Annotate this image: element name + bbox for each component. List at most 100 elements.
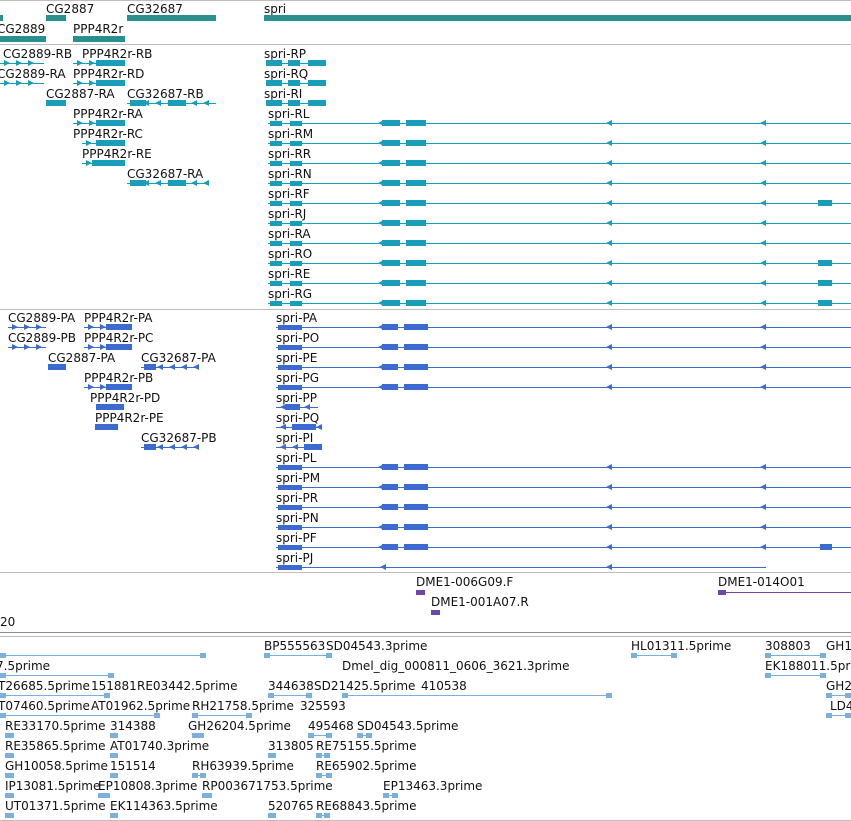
exon-block[interactable] xyxy=(406,140,426,146)
est-label[interactable]: RE03442.5prime xyxy=(137,679,238,693)
est-label[interactable]: SD04543.5prime xyxy=(357,719,459,733)
exon-block[interactable] xyxy=(290,180,302,186)
transcript-label[interactable]: CG2889-RB xyxy=(3,47,73,61)
est-end[interactable] xyxy=(316,812,322,818)
exon-block[interactable] xyxy=(382,344,398,350)
gene-block[interactable] xyxy=(264,15,851,21)
est-end[interactable] xyxy=(0,672,6,678)
transcript-label[interactable]: CG2889-RA xyxy=(0,67,66,81)
est-end[interactable] xyxy=(98,792,104,798)
est-label[interactable]: GH2 xyxy=(826,679,851,693)
exon-block[interactable] xyxy=(278,524,290,530)
est-label[interactable]: 410538 xyxy=(421,679,467,693)
est-label[interactable]: SD04543.3prime xyxy=(326,639,428,653)
exon-block[interactable] xyxy=(382,300,400,306)
gene-block[interactable] xyxy=(73,36,125,42)
transcript-label[interactable]: spri-RM xyxy=(268,127,314,141)
transcript-label[interactable]: PPP4R2r-RA xyxy=(73,107,143,121)
transcript-label[interactable]: PPP4R2r-PB xyxy=(84,371,154,385)
exon-block[interactable] xyxy=(406,180,426,186)
transcript-label[interactable]: CG32687-RA xyxy=(127,167,204,181)
exon-block[interactable] xyxy=(382,524,398,530)
exon-block[interactable] xyxy=(278,484,290,490)
exon-block[interactable] xyxy=(818,300,832,306)
est-end[interactable] xyxy=(112,752,118,758)
exon-block[interactable] xyxy=(266,80,282,86)
est-label[interactable]: 7.5prime xyxy=(0,659,51,673)
exon-block[interactable] xyxy=(270,160,282,166)
exon-block[interactable] xyxy=(96,404,124,410)
exon-block[interactable] xyxy=(278,344,290,350)
transcript-label[interactable]: spri-RQ xyxy=(264,67,309,81)
est-end[interactable] xyxy=(200,772,206,778)
est-end[interactable] xyxy=(826,692,832,698)
exon-block[interactable] xyxy=(382,180,400,186)
exon-block[interactable] xyxy=(278,464,290,470)
transcript-label[interactable]: spri-PP xyxy=(276,391,317,405)
exon-block[interactable] xyxy=(406,160,426,166)
est-label[interactable]: 495468 xyxy=(308,719,354,733)
exon-block[interactable] xyxy=(130,180,146,186)
exon-block[interactable] xyxy=(382,544,398,550)
est-end[interactable] xyxy=(192,732,198,738)
est-end[interactable] xyxy=(392,792,398,798)
exon-block[interactable] xyxy=(96,60,125,66)
est-label[interactable]: SD21425.5prime xyxy=(314,679,416,693)
exon-block[interactable] xyxy=(382,464,398,470)
exon-block[interactable] xyxy=(288,100,300,106)
exon-block[interactable] xyxy=(46,100,66,106)
exon-block[interactable] xyxy=(818,260,832,266)
est-end[interactable] xyxy=(671,652,677,658)
exon-block[interactable] xyxy=(130,100,146,106)
exon-block[interactable] xyxy=(288,60,300,66)
exon-block[interactable] xyxy=(290,364,302,370)
est-end[interactable] xyxy=(206,792,212,798)
exon-block[interactable] xyxy=(168,180,186,186)
exon-block[interactable] xyxy=(270,200,282,206)
est-end[interactable] xyxy=(0,692,6,698)
est-label[interactable]: 325593 xyxy=(300,699,346,713)
est-end[interactable] xyxy=(8,812,14,818)
est-end[interactable] xyxy=(246,712,252,718)
est-label[interactable]: AT01740.3prime xyxy=(110,739,210,753)
est-label[interactable]: 344638 xyxy=(268,679,314,693)
exon-block[interactable] xyxy=(290,240,302,246)
exon-block[interactable] xyxy=(106,384,132,390)
est-label[interactable]: IP13081.5prime xyxy=(5,779,101,793)
est-end[interactable] xyxy=(342,692,348,698)
exon-block[interactable] xyxy=(406,200,426,206)
exon-block[interactable] xyxy=(92,160,125,166)
est-end[interactable] xyxy=(192,712,198,718)
clone-block[interactable] xyxy=(431,609,440,615)
gene-label[interactable]: spri xyxy=(264,2,287,16)
exon-block[interactable] xyxy=(404,384,428,390)
est-end[interactable] xyxy=(112,812,118,818)
est-label[interactable]: GH1 xyxy=(826,639,851,653)
exon-block[interactable] xyxy=(406,240,426,246)
est-label[interactable]: RE35865.5prime xyxy=(5,739,106,753)
est-end[interactable] xyxy=(308,732,314,738)
est-end[interactable] xyxy=(383,792,389,798)
exon-block[interactable] xyxy=(290,324,302,330)
exon-block[interactable] xyxy=(270,300,282,306)
est-label[interactable]: T07460.5prime xyxy=(0,699,90,713)
exon-block[interactable] xyxy=(270,280,282,286)
est-label[interactable]: GH10058.5prime xyxy=(5,759,108,773)
transcript-label[interactable]: spri-RR xyxy=(268,147,312,161)
exon-block[interactable] xyxy=(106,344,132,350)
est-label[interactable]: UT01371.5prime xyxy=(5,799,106,813)
est-label[interactable]: 308803 xyxy=(765,639,811,653)
est-label[interactable]: RE68843.5prime xyxy=(316,799,417,813)
transcript-label[interactable]: CG32687-PB xyxy=(141,431,217,445)
gene-label[interactable]: PPP4R2r xyxy=(73,22,124,36)
est-end[interactable] xyxy=(154,712,160,718)
exon-block[interactable] xyxy=(382,240,400,246)
exon-block[interactable] xyxy=(382,504,398,510)
est-end[interactable] xyxy=(324,752,330,758)
est-end[interactable] xyxy=(8,752,14,758)
exon-block[interactable] xyxy=(290,344,302,350)
transcript-label[interactable]: spri-PQ xyxy=(276,411,320,425)
est-end[interactable] xyxy=(104,792,110,798)
exon-block[interactable] xyxy=(290,120,302,126)
est-end[interactable] xyxy=(108,672,114,678)
